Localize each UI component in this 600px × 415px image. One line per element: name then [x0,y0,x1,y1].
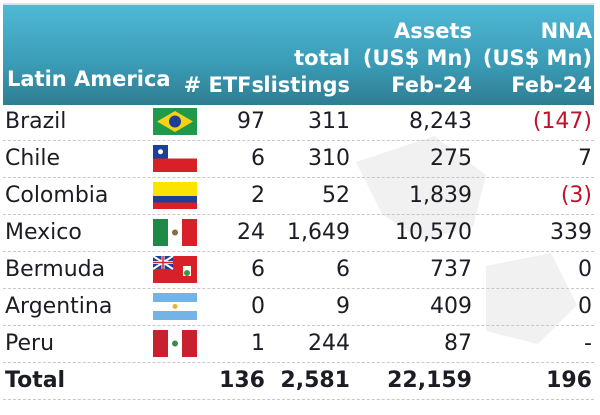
assets-value: 275 [430,146,472,171]
table-row: Chile 6 310 275 7 [3,140,594,178]
total-nna: 196 [546,368,592,393]
assets-value: 87 [444,331,472,356]
etfs-count: 0 [251,294,265,319]
argentina-flag-icon [153,293,197,320]
etfs-count: 6 [251,146,265,171]
country-name: Peru [5,331,55,356]
country-name: Colombia [5,183,109,208]
nna-value: 339 [550,220,592,245]
etfs-count: 6 [251,257,265,282]
table-row: Colombia 2 52 1,839 (3) [3,177,594,215]
total-row: Total 136 2,581 22,159 196 [3,362,594,400]
total-etfs: 136 [219,368,265,393]
header-assets: Assets (US$ Mn) Feb-24 [362,19,472,97]
etfs-count: 24 [237,220,265,245]
brazil-flag-icon [153,108,197,135]
nna-value: (147) [532,109,592,134]
table-header: Latin America # ETFs total listings Asse… [3,3,594,105]
table-row: Bermuda 6 6 737 0 [3,251,594,289]
header-nna: NNA (US$ Mn) Feb-24 [482,19,592,97]
peru-flag-icon [153,330,197,357]
listings-count: 311 [308,109,350,134]
listings-count: 6 [336,257,350,282]
listings-count: 9 [336,294,350,319]
listings-count: 52 [322,183,350,208]
nna-value: 0 [578,257,592,282]
nna-value: 7 [578,146,592,171]
table-row: Peru 1 244 87 - [3,325,594,363]
mexico-flag-icon [153,219,197,246]
nna-value: (3) [560,183,592,208]
etfs-count: 97 [237,109,265,134]
listings-count: 1,649 [287,220,350,245]
country-name: Mexico [5,220,82,245]
nna-value: - [584,331,592,356]
total-listings: 2,581 [280,368,350,393]
listings-count: 310 [308,146,350,171]
country-name: Chile [5,146,61,171]
etfs-count: 2 [251,183,265,208]
table-row: Mexico 24 1,649 10,570 339 [3,214,594,252]
header-region: Latin America [7,67,171,91]
assets-value: 10,570 [395,220,472,245]
country-name: Brazil [5,109,67,134]
nna-value: 0 [578,294,592,319]
assets-value: 1,839 [409,183,472,208]
assets-value: 8,243 [409,109,472,134]
total-assets: 22,159 [387,368,472,393]
bermuda-flag-icon [152,255,197,283]
world-map-watermark [356,136,577,357]
table-row: Brazil 97 311 8,243 (147) [3,103,594,141]
assets-value: 737 [430,257,472,282]
listings-count: 244 [308,331,350,356]
country-name: Bermuda [5,257,106,282]
etfs-count: 1 [251,331,265,356]
header-listings: total listings [263,46,350,97]
country-name: Argentina [5,294,113,319]
colombia-flag-icon [153,182,197,209]
chile-flag-icon [153,145,197,172]
assets-value: 409 [430,294,472,319]
header-etfs: # ETFs [183,73,264,97]
table-row: Argentina 0 9 409 0 [3,288,594,326]
total-label: Total [5,368,66,393]
